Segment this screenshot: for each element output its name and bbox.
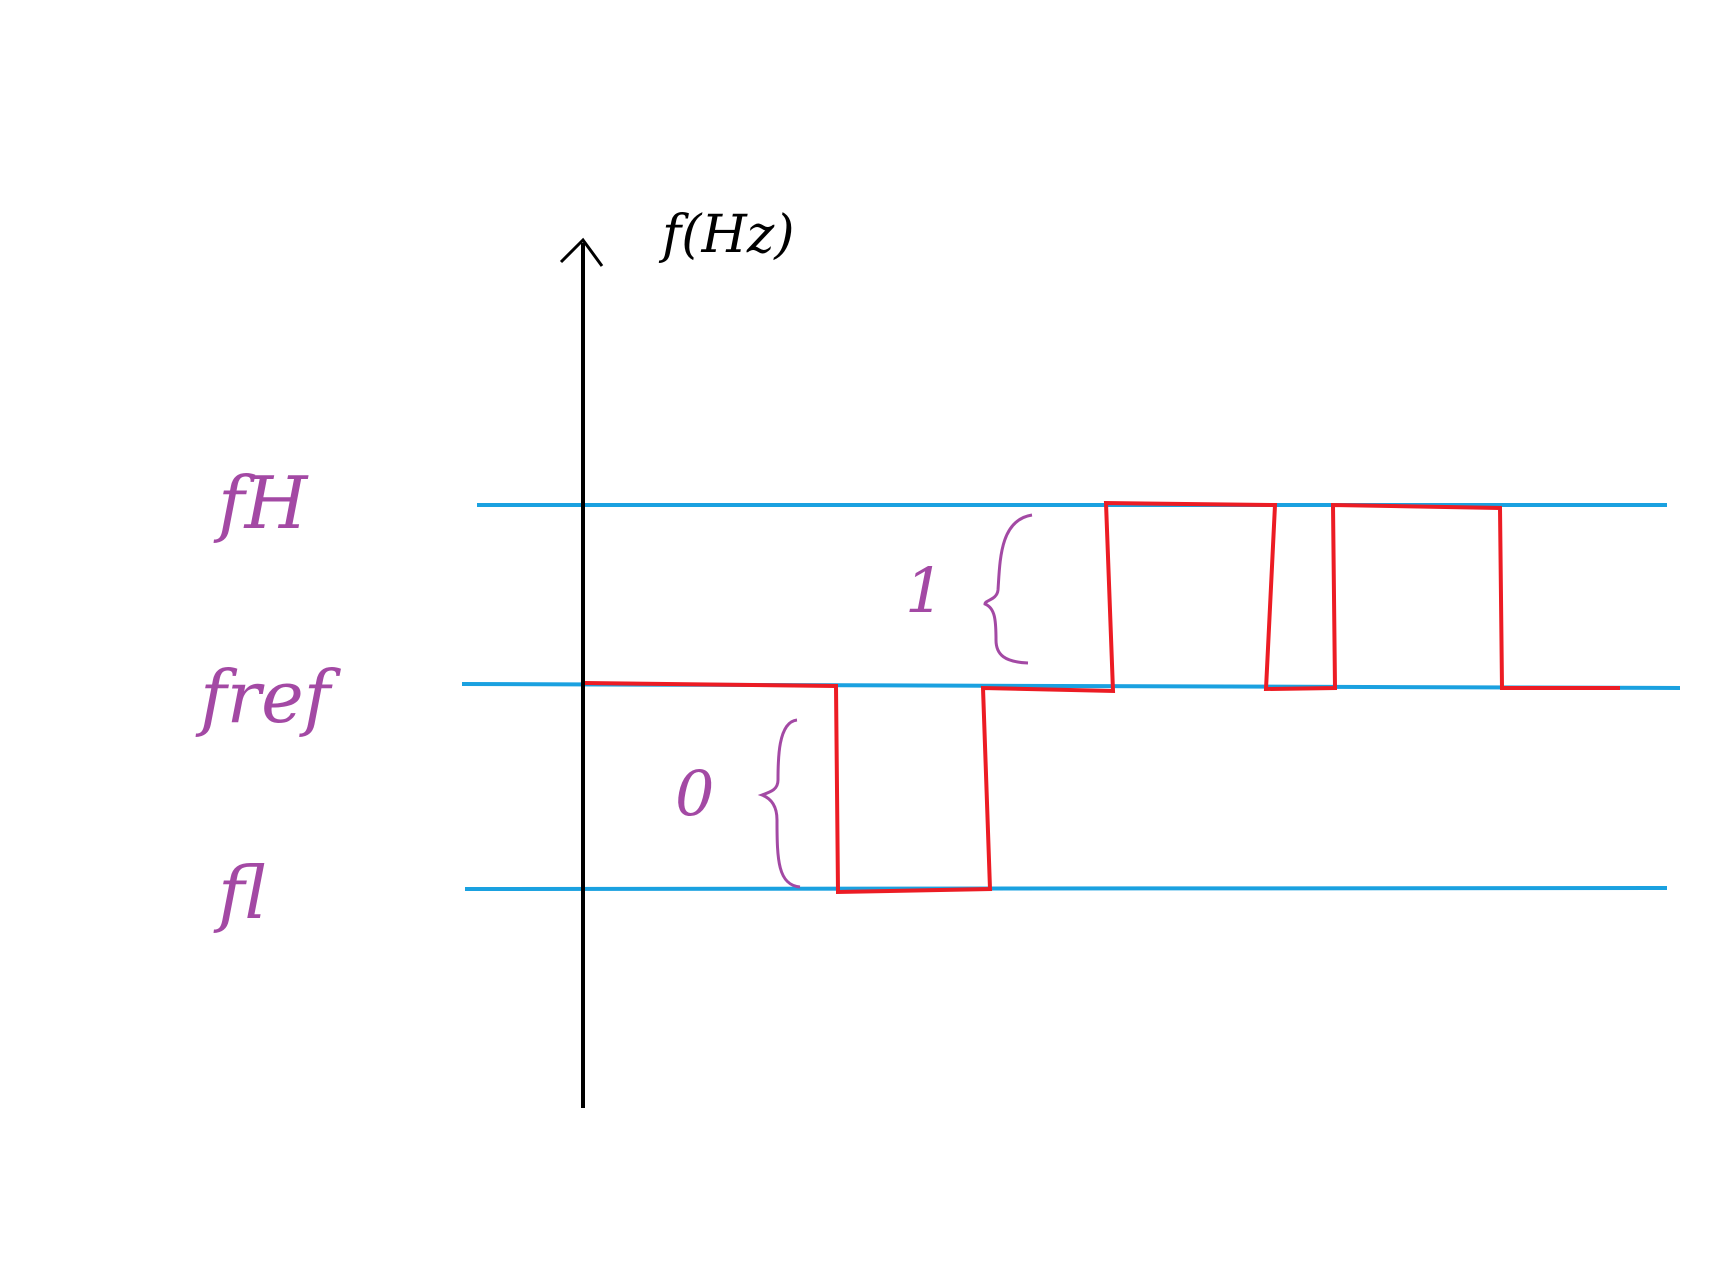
level-label-fl: fl [213, 851, 266, 935]
axis-arrowhead-icon [559, 237, 604, 267]
brace-one-icon [983, 513, 1033, 665]
signal-waveform [584, 500, 1620, 895]
bit-label-one: 1 [905, 554, 944, 627]
axis-label: f(Hz) [658, 205, 795, 265]
level-line-fl [464, 886, 1668, 891]
level-label-fh: fH [213, 461, 309, 545]
bit-label-zero: 0 [675, 757, 714, 830]
brace-zero-icon [757, 718, 801, 889]
level-label-fref: fref [195, 655, 342, 739]
